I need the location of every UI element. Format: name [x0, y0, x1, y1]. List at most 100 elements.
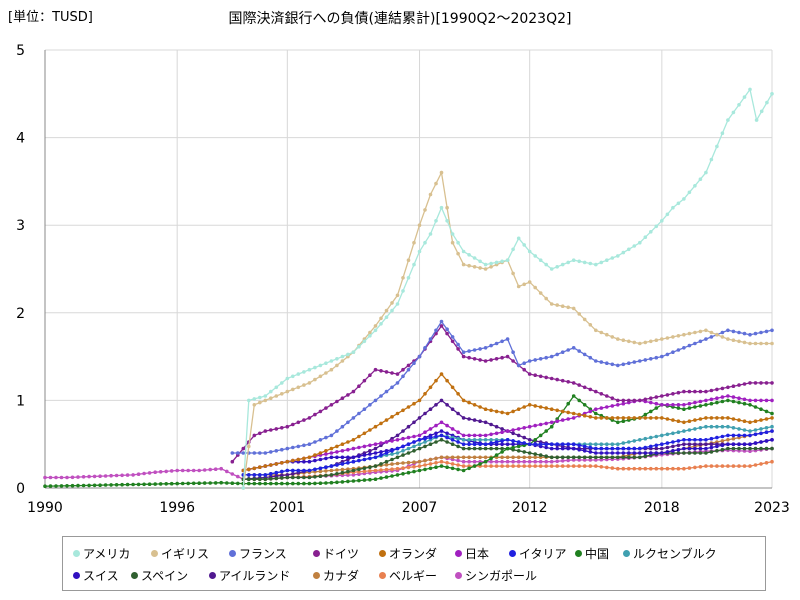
data-point [764, 329, 769, 334]
data-point [599, 406, 604, 410]
data-point [489, 432, 493, 437]
data-point [291, 475, 295, 480]
data-point [335, 472, 339, 476]
data-point [676, 439, 681, 443]
data-point [549, 446, 554, 451]
data-point [693, 184, 697, 188]
data-point [731, 329, 736, 334]
data-point [720, 335, 725, 339]
data-point [494, 453, 499, 457]
data-point [439, 420, 444, 425]
data-point [555, 419, 559, 424]
data-point [351, 455, 356, 460]
data-point [709, 436, 714, 441]
data-point [759, 446, 763, 451]
data-point [467, 446, 471, 451]
data-point [737, 396, 741, 401]
data-point [494, 440, 499, 444]
data-point [720, 443, 725, 448]
data-point [340, 470, 345, 475]
data-point [76, 483, 80, 488]
data-point [549, 455, 554, 460]
data-point [335, 357, 339, 361]
data-point [544, 454, 548, 459]
data-point [412, 420, 416, 425]
data-point [269, 463, 273, 467]
data-point [616, 451, 620, 455]
data-point [456, 444, 460, 449]
data-point [610, 416, 615, 420]
data-point [395, 451, 400, 455]
data-point [439, 372, 444, 376]
data-point [726, 337, 730, 341]
data-point [594, 411, 598, 416]
data-point [605, 416, 609, 420]
legend-marker [455, 572, 462, 579]
data-point [412, 465, 416, 469]
data-point [693, 330, 697, 335]
data-point [566, 442, 570, 447]
data-point [544, 375, 548, 380]
data-point [682, 429, 686, 433]
data-point [472, 459, 477, 464]
data-point [395, 411, 400, 416]
data-point [384, 315, 389, 320]
y-tick-label: 3 [16, 218, 25, 234]
data-point [417, 223, 422, 227]
data-point [693, 438, 697, 442]
data-point [329, 473, 334, 477]
x-tick-label: 2018 [644, 500, 680, 516]
data-point [324, 435, 328, 440]
data-point [698, 404, 703, 408]
data-point [489, 408, 493, 413]
data-point [324, 473, 328, 478]
data-point [527, 464, 532, 468]
data-point [621, 362, 626, 367]
data-point [676, 403, 681, 407]
data-point [704, 398, 708, 403]
data-point [445, 378, 449, 383]
data-point [753, 432, 758, 437]
data-point [560, 442, 565, 447]
data-point [549, 424, 554, 429]
data-point [715, 424, 719, 429]
data-point [500, 339, 504, 344]
data-point [191, 481, 196, 486]
data-point [582, 260, 587, 265]
data-point [759, 462, 763, 466]
data-point [340, 354, 345, 359]
legend-label: 中国 [585, 547, 610, 561]
data-point [544, 464, 548, 468]
data-point [467, 459, 471, 464]
data-point [291, 387, 295, 392]
data-point [654, 401, 659, 406]
data-point [599, 260, 604, 265]
data-point [605, 394, 609, 398]
data-point [346, 479, 350, 484]
series-2 [230, 319, 774, 455]
data-point [538, 459, 543, 464]
y-tick-label: 0 [16, 481, 25, 497]
data-point [720, 439, 725, 443]
data-point [489, 358, 493, 362]
data-point [313, 481, 317, 486]
data-point [406, 451, 411, 455]
data-point [274, 481, 279, 486]
data-point [538, 422, 543, 427]
data-point [566, 455, 570, 460]
data-point [527, 451, 532, 455]
data-point [390, 371, 394, 375]
data-point [445, 327, 449, 332]
data-point [158, 470, 163, 474]
data-point [665, 441, 670, 445]
data-point [687, 406, 692, 410]
data-point [368, 443, 372, 448]
data-point [594, 389, 598, 394]
legend-marker [209, 572, 216, 579]
data-point [764, 381, 769, 385]
legend-item: ルクセンブルク [623, 545, 717, 562]
data-point [324, 469, 328, 473]
data-point [247, 398, 251, 403]
data-point [373, 442, 378, 447]
data-point [489, 459, 493, 464]
